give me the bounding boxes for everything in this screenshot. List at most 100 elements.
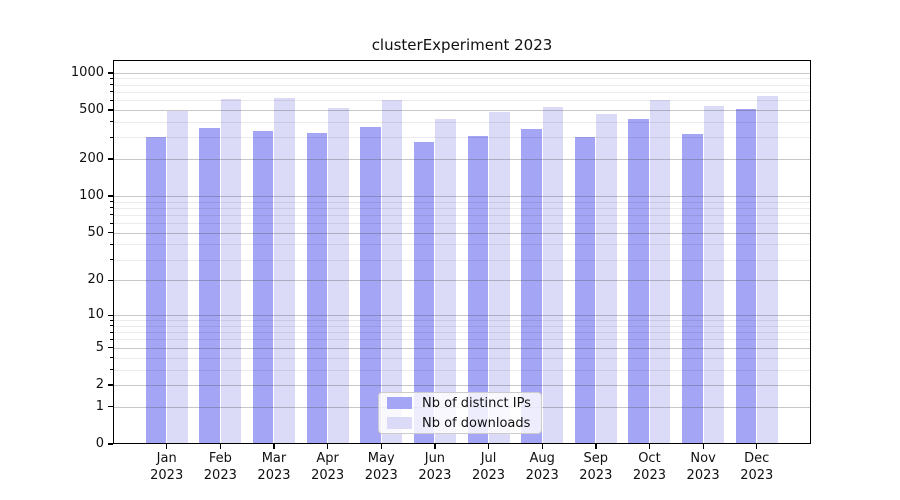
y-axis-tick	[108, 195, 113, 197]
legend-item-downloads: Nb of downloads	[387, 413, 541, 433]
x-axis-tick	[273, 444, 275, 449]
bar-distinct-ips	[145, 137, 167, 444]
y-tick-label: 50	[87, 224, 104, 240]
gridline-major	[113, 384, 811, 386]
x-axis-tick	[756, 444, 758, 449]
gridline-minor	[113, 121, 811, 123]
y-axis-minor-tick	[110, 338, 113, 340]
gridline-minor	[113, 100, 811, 102]
gridline-minor	[113, 332, 811, 334]
y-axis-tick	[108, 443, 113, 445]
y-axis-minor-tick	[110, 325, 113, 327]
y-axis-minor-tick	[110, 99, 113, 101]
gridline-major	[113, 159, 811, 161]
gridline-major	[113, 110, 811, 111]
gridline-minor	[113, 357, 811, 359]
x-axis-tick	[380, 444, 382, 449]
y-axis-tick	[108, 72, 113, 74]
bar-distinct-ips	[306, 133, 328, 444]
bar-distinct-ips	[574, 136, 596, 444]
gridline-minor	[113, 339, 811, 341]
gridline-minor	[113, 325, 811, 327]
legend-swatch-distinct-ips	[387, 397, 412, 409]
gridline-minor	[113, 91, 811, 93]
x-axis-tick	[595, 444, 597, 449]
gridline-minor	[113, 259, 811, 261]
y-axis-minor-tick	[110, 259, 113, 260]
y-tick-label: 0	[95, 436, 104, 451]
y-axis-minor-tick	[110, 369, 113, 371]
gridline-minor	[113, 207, 811, 209]
y-axis-tick	[108, 232, 113, 234]
y-axis-minor-tick	[110, 319, 113, 321]
x-axis-tick	[166, 444, 168, 449]
chart-legend: Nb of distinct IPs Nb of downloads	[378, 392, 542, 434]
x-tick-label: Jan 2023	[150, 451, 184, 483]
x-tick-label: Nov 2023	[686, 451, 720, 483]
x-tick-label: Oct 2023	[632, 451, 666, 483]
y-axis-tick	[108, 314, 113, 316]
legend-swatch-downloads	[387, 417, 412, 429]
x-tick-label: Sep 2023	[579, 451, 613, 483]
y-axis-minor-tick	[110, 136, 113, 138]
gridline-major	[113, 315, 811, 317]
x-axis-tick	[541, 444, 543, 449]
gridline-minor	[113, 223, 811, 225]
x-tick-label: Mar 2023	[257, 451, 291, 483]
y-axis-tick	[108, 279, 113, 282]
y-axis-minor-tick	[110, 222, 113, 224]
gridline-minor	[113, 137, 811, 139]
x-tick-label: Apr 2023	[311, 451, 345, 483]
x-tick-label: May 2023	[364, 451, 398, 483]
bar-downloads	[274, 98, 295, 444]
y-axis-minor-tick	[110, 121, 113, 123]
bar-downloads	[220, 99, 242, 444]
gridline-minor	[113, 214, 811, 216]
y-tick-label: 10	[87, 307, 104, 323]
gridline-major	[113, 280, 811, 282]
gridline-minor	[113, 369, 811, 371]
y-tick-label: 500	[79, 102, 104, 117]
y-axis-minor-tick	[110, 214, 113, 216]
gridline-major	[113, 72, 811, 74]
x-tick-label: Feb 2023	[203, 451, 237, 483]
bar-downloads	[757, 95, 778, 444]
x-tick-label: Jul 2023	[471, 451, 506, 483]
bar-distinct-ips	[682, 133, 703, 444]
bar-distinct-ips	[735, 108, 757, 444]
gridline-minor	[113, 201, 811, 203]
gridline-minor	[113, 320, 811, 322]
x-tick-label: Jun 2023	[418, 451, 452, 483]
bar-downloads	[167, 110, 188, 444]
y-tick-label: 200	[79, 151, 104, 167]
x-tick-label: Aug 2023	[525, 451, 559, 483]
y-axis-minor-tick	[110, 357, 113, 359]
x-axis-tick	[648, 444, 651, 449]
y-axis-tick	[108, 384, 113, 386]
gridline-minor	[113, 244, 811, 246]
y-axis-minor-tick	[110, 77, 113, 79]
gridline-major	[113, 196, 811, 198]
gridline-major	[113, 232, 811, 234]
y-tick-label: 20	[87, 272, 104, 288]
y-axis-tick	[108, 347, 113, 349]
bar-distinct-ips	[199, 127, 220, 444]
x-axis-tick	[219, 444, 222, 449]
gridline-minor	[113, 84, 811, 86]
y-axis-minor-tick	[110, 201, 113, 203]
y-axis-tick	[108, 158, 113, 160]
x-axis-tick	[487, 444, 490, 449]
bar-distinct-ips	[252, 130, 274, 444]
bar-distinct-ips	[628, 119, 649, 444]
y-axis-minor-tick	[110, 331, 113, 333]
bar-downloads	[703, 105, 725, 444]
x-axis-tick	[434, 444, 436, 449]
legend-label: Nb of downloads	[422, 415, 531, 431]
bar-downloads	[542, 107, 564, 444]
y-tick-label: 5	[95, 339, 104, 355]
bar-downloads	[328, 108, 349, 444]
y-axis-minor-tick	[110, 207, 113, 209]
y-axis-minor-tick	[110, 84, 113, 86]
y-tick-label: 1	[95, 398, 104, 414]
